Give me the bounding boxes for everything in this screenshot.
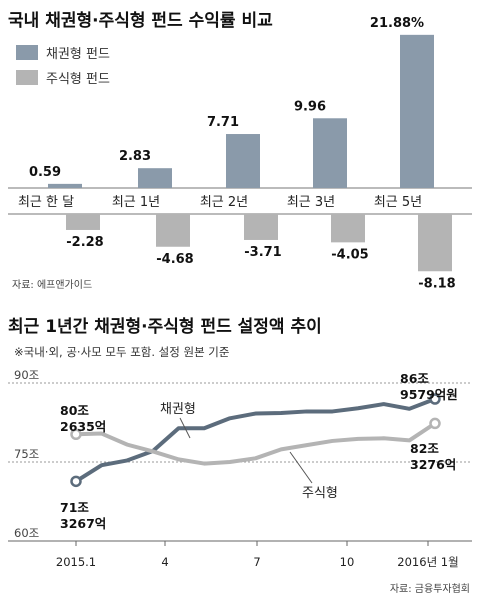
stock-series-line — [75, 421, 437, 466]
bond-label-leader — [179, 417, 191, 439]
bond-end-annotation: 9579억원 — [400, 387, 458, 402]
bond-series-line — [74, 397, 436, 484]
category-label: 최근 2년 — [200, 195, 248, 210]
bond-start-annotation: 3267억 — [60, 516, 106, 531]
stock-start-annotation: 2635억 — [60, 419, 106, 434]
category-label: 최근 한 달 — [18, 195, 74, 210]
category-label: 최근 3년 — [287, 195, 335, 210]
bond-value-label: 21.88% — [370, 16, 424, 31]
stock-value-label: -2.28 — [66, 235, 103, 250]
stock-bar — [156, 214, 190, 247]
stock-value-label: -3.71 — [244, 245, 281, 260]
line-chart-subtitle: ※국내·외, 공·사모 모두 포함. 설정 원본 기준 — [14, 345, 229, 359]
stock-value-label: -4.68 — [156, 252, 193, 267]
bond-value-label: 9.96 — [294, 99, 326, 114]
bond-start-annotation: 71조 — [60, 500, 89, 515]
x-tick-label: 7 — [253, 555, 260, 569]
category-label: 최근 1년 — [112, 195, 160, 210]
stock-endpoint-marker — [70, 428, 82, 441]
bond-endpoint-marker — [70, 475, 82, 488]
stock-value-label: -8.18 — [418, 276, 455, 291]
x-tick-label: 2015.1 — [56, 555, 96, 569]
x-tick-label: 10 — [340, 555, 355, 569]
stock-bar — [331, 214, 365, 243]
legend-stock-label: 주식형 펀드 — [46, 72, 110, 87]
y-tick-label: 75조 — [14, 447, 39, 461]
stock-endpoint-marker — [429, 417, 441, 430]
category-label: 최근 5년 — [374, 195, 422, 210]
bond-bar — [226, 134, 260, 188]
bar-group: 0.59 최근 한 달 -2.28 2.83 최근 1년 -4.68 7.71 최근 2년 -3… — [8, 16, 472, 291]
bond-end-annotation: 86조 — [400, 371, 429, 386]
bond-bar — [138, 168, 172, 188]
stock-end-annotation: 82조 — [410, 441, 439, 456]
bond-value-label: 0.59 — [29, 165, 61, 180]
bond-bar — [48, 183, 82, 188]
stock-bar — [66, 214, 100, 230]
stock-bar — [244, 214, 278, 240]
legend-bond-label: 채권형 펀드 — [46, 47, 110, 62]
legend-stock-swatch — [16, 70, 38, 85]
stock-series-label: 주식형 — [302, 486, 338, 501]
bond-series-label: 채권형 — [160, 402, 196, 417]
line-chart-source: 자료: 금융투자협회 — [390, 582, 470, 595]
stock-start-annotation: 80조 — [60, 403, 89, 418]
y-tick-label: 90조 — [14, 368, 39, 382]
stock-value-label: -4.05 — [331, 247, 368, 262]
bond-bar — [400, 34, 434, 189]
x-tick-label: 2016년 1월 — [397, 555, 458, 569]
bond-bar — [313, 118, 347, 188]
legend-bond-swatch — [16, 45, 38, 60]
stock-bar — [418, 214, 452, 272]
x-tick-label: 4 — [161, 555, 168, 569]
bar-chart-source: 자료: 에프앤가이드 — [12, 279, 92, 291]
stock-label-leader — [289, 451, 313, 484]
bar-chart-title: 국내 채권형·주식형 펀드 수익률 비교 — [8, 10, 273, 31]
y-tick-label: 60조 — [14, 526, 39, 540]
bond-value-label: 2.83 — [119, 149, 151, 164]
bond-endpoint-marker — [429, 393, 441, 405]
bond-value-label: 7.71 — [207, 115, 239, 130]
line-chart-title: 최근 1년간 채권형·주식형 펀드 설정액 추이 — [8, 316, 322, 337]
stock-end-annotation: 3276억 — [410, 457, 456, 472]
